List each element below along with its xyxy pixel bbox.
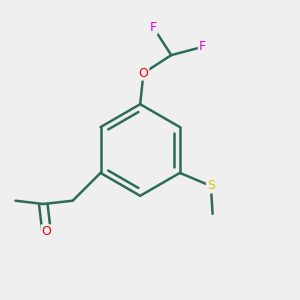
Text: S: S [207,179,215,193]
Text: O: O [42,225,52,238]
Text: F: F [199,40,206,53]
Text: F: F [150,21,157,34]
Text: O: O [139,67,148,80]
